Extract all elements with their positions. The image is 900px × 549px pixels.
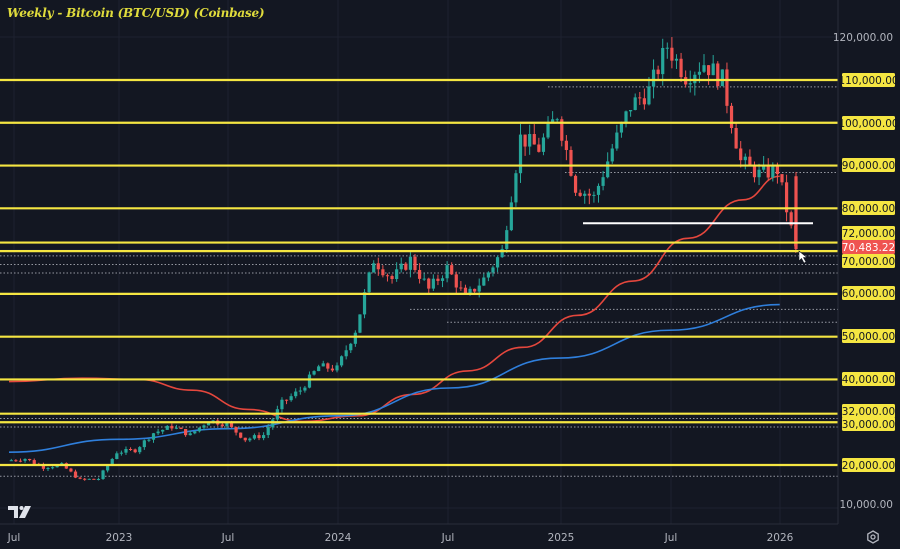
price-level-label: 80,000.00 (842, 203, 895, 215)
price-level-label: 100,000.00 (838, 118, 898, 130)
time-axis-labels: Jul 2023 Jul 2024 Jul 2025 Jul 2026 (7, 532, 794, 544)
price-level-label: 90,000.00 (842, 160, 895, 172)
current-price-badge (842, 240, 895, 254)
time-tick-label: Jul (441, 532, 455, 544)
chart-title: Weekly - Bitcoin (BTC/USD) (Coinbase) (7, 6, 265, 20)
tradingview-logo-icon[interactable] (8, 505, 34, 523)
price-tick-label: 120,000.00 (833, 32, 893, 44)
price-tick-label: 10,000.00 (840, 499, 893, 511)
price-level-label: 70,000.00 (842, 256, 895, 268)
cursor-arrow-icon (798, 250, 808, 264)
price-level-label: 32,000.00 (842, 406, 895, 418)
dotted-levels (0, 86, 838, 477)
price-level-label: 110,000.00 (838, 75, 898, 87)
price-level-label: 72,000.00 (842, 228, 895, 240)
time-tick-label: 2023 (106, 532, 133, 544)
price-axis-panel[interactable] (838, 0, 900, 548)
ma-blue-line (8, 303, 780, 453)
settings-gear-icon[interactable] (866, 530, 880, 549)
current-price-label: 70,483.22 (842, 242, 895, 254)
time-axis-panel[interactable] (0, 524, 900, 548)
time-tick-label: 2025 (548, 532, 575, 544)
price-level-label: 30,000.00 (842, 419, 895, 431)
price-level-label: 20,000.00 (842, 460, 895, 472)
time-tick-label: Jul (221, 532, 235, 544)
moving-averages (8, 175, 780, 453)
time-tick-label: 2026 (767, 532, 794, 544)
time-tick-label: 2024 (325, 532, 352, 544)
price-level-label: 50,000.00 (842, 331, 895, 343)
time-tick-label: Jul (664, 532, 678, 544)
price-axis-labels: 120,000.00 110,000.00 100,000.00 90,000.00 8… (833, 32, 899, 511)
horizontal-levels[interactable] (0, 78, 838, 467)
time-tick-label: Jul (7, 532, 21, 544)
price-level-label: 60,000.00 (842, 288, 895, 300)
price-level-label: 40,000.00 (842, 374, 895, 386)
grid-lines (0, 0, 838, 524)
ma-red-line (8, 175, 780, 423)
